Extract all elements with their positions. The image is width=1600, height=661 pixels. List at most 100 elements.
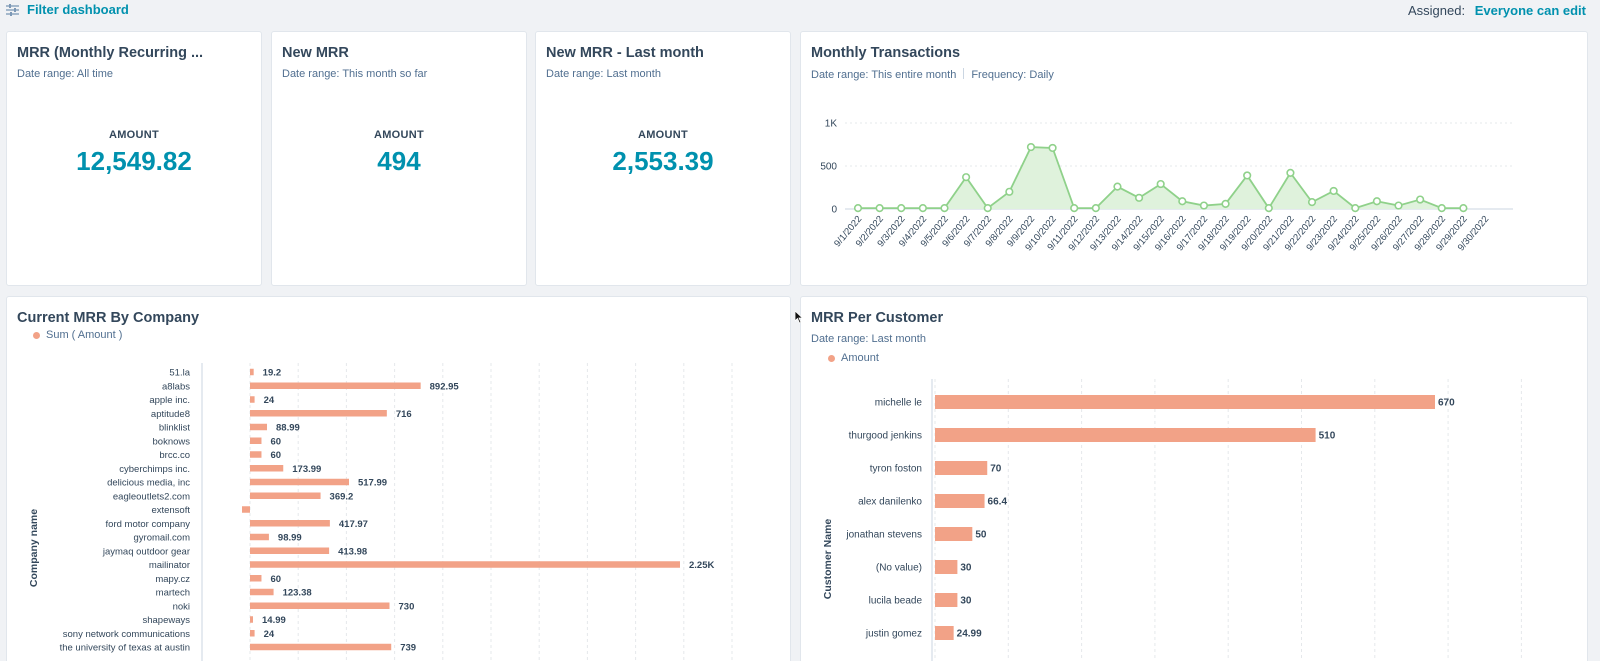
mrr-per-customer-card[interactable]: MRR Per Customer Date range: Last month … <box>800 296 1588 661</box>
value-label: 14.99 <box>262 615 286 626</box>
card-title[interactable]: MRR Per Customer <box>811 310 944 326</box>
bar <box>935 527 973 541</box>
category-label: lucila beade <box>869 596 923 607</box>
category-label: justin gomez <box>865 629 922 640</box>
card-title[interactable]: Monthly Transactions <box>811 45 961 61</box>
data-point <box>1156 179 1165 189</box>
kpi-value: 2,553.39 <box>612 146 714 176</box>
filter-dashboard-label: Filter dashboard <box>27 2 129 17</box>
card-title[interactable]: New MRR <box>282 45 349 61</box>
data-point <box>1394 201 1403 210</box>
data-point <box>1286 168 1295 177</box>
value-label: 510 <box>1319 431 1336 442</box>
data-point <box>1459 204 1468 213</box>
monthly-transactions-card[interactable]: Monthly Transactions Date range: This en… <box>800 31 1588 286</box>
axis-title: Company name <box>28 509 40 587</box>
value-label: 892.95 <box>430 381 460 392</box>
assigned-permission-link[interactable]: Everyone can edit <box>1474 3 1586 18</box>
mrr-by-company-card[interactable]: Current MRR By Company Sum ( Amount ) 51… <box>6 296 791 661</box>
card-title[interactable]: New MRR - Last month <box>546 45 704 61</box>
bar <box>250 547 330 554</box>
data-point <box>1026 142 1036 152</box>
data-point <box>1113 182 1122 191</box>
bar <box>935 593 958 607</box>
value-label: 173.99 <box>292 464 321 475</box>
category-label: eagleoutlets2.com <box>113 491 190 502</box>
area-fill <box>858 147 1464 209</box>
data-point <box>897 204 906 213</box>
value-label: 66.4 <box>988 497 1008 508</box>
bar <box>935 395 1435 409</box>
legend-label: Sum ( Amount ) <box>46 329 123 341</box>
data-point <box>1243 171 1252 180</box>
category-label: a8labs <box>162 381 190 392</box>
category-label: 51.la <box>169 368 190 379</box>
bar <box>242 506 250 513</box>
value-label: 2.25K <box>689 560 714 571</box>
data-point <box>1329 186 1338 196</box>
card-date-range: Date range: This month so far <box>282 68 428 80</box>
kpi-card-mrr[interactable]: MRR (Monthly Recurring ... Date range: A… <box>6 31 262 286</box>
kpi-label: AMOUNT <box>108 129 160 141</box>
value-label: 60 <box>270 436 281 447</box>
category-label: alex danilenko <box>858 497 922 508</box>
card-title[interactable]: Current MRR By Company <box>17 310 200 326</box>
card-date-range: Date range: All time <box>17 68 113 80</box>
value-label: 30 <box>960 563 972 574</box>
bar <box>250 588 274 596</box>
card-title[interactable]: MRR (Monthly Recurring ... <box>17 45 204 61</box>
kpi-card-new-mrr[interactable]: New MRR Date range: This month so far AM… <box>271 31 527 286</box>
y-tick-label: 1K <box>825 119 838 130</box>
value-label: 30 <box>960 596 972 607</box>
value-label: 88.99 <box>276 423 300 434</box>
kpi-value: 494 <box>377 146 421 176</box>
category-label: extensoft <box>151 505 190 516</box>
bar <box>250 478 349 486</box>
category-label: cyberchimps inc. <box>119 464 190 475</box>
value-label: 369.2 <box>330 491 354 502</box>
customer-bar-chart[interactable]: michelle le 670 thurgood jenkins 510 tyron f… <box>801 369 1587 661</box>
data-point <box>940 204 949 213</box>
data-point <box>1351 204 1360 213</box>
data-point <box>875 204 884 213</box>
mouse-cursor-icon <box>795 311 804 324</box>
data-point <box>1264 204 1273 213</box>
bar <box>250 602 390 609</box>
bar <box>250 643 392 651</box>
data-point <box>1221 199 1230 208</box>
bar <box>250 382 421 389</box>
value-label: 70 <box>990 464 1002 475</box>
value-label: 50 <box>975 530 987 541</box>
bar <box>250 410 387 417</box>
assigned-info: Assigned: Everyone can edit <box>1408 3 1586 18</box>
company-bar-chart[interactable]: 51.la 19.2 a8labs 892.95 apple inc. 24 aptitud… <box>7 343 790 661</box>
y-tick-label: 0 <box>831 205 837 216</box>
kpi-label: AMOUNT <box>637 129 689 141</box>
category-label: blinklist <box>159 423 191 434</box>
legend-label: Amount <box>841 352 879 364</box>
category-label: jonathan stevens <box>845 530 922 541</box>
category-label: gyromail.com <box>134 533 191 544</box>
chart-legend[interactable]: Amount <box>828 352 879 364</box>
chart-legend[interactable]: Sum ( Amount ) <box>33 329 122 341</box>
data-point <box>853 204 863 213</box>
data-point <box>983 204 992 213</box>
kpi-card-new-mrr-last-month[interactable]: New MRR - Last month Date range: Last mo… <box>535 31 791 286</box>
value-label: 24.99 <box>957 629 982 640</box>
bar <box>250 616 253 623</box>
category-label: boknows <box>153 436 191 447</box>
value-label: 19.2 <box>263 368 282 379</box>
card-date-range: Date range: Last month <box>546 68 661 80</box>
bar <box>935 461 988 475</box>
transactions-area-chart[interactable]: 05001K9/1/20229/2/20229/3/20229/4/20229/… <box>801 76 1587 286</box>
value-label: 517.99 <box>358 478 387 489</box>
value-label: 413.98 <box>338 546 367 557</box>
bar <box>250 630 255 637</box>
dashboard-toolbar: Filter dashboard Assigned: Everyone can … <box>0 0 1600 22</box>
value-label: 60 <box>270 574 281 585</box>
category-label: jaymaq outdoor gear <box>102 546 190 557</box>
filter-dashboard-button[interactable]: Filter dashboard <box>6 2 129 17</box>
bar <box>250 533 269 541</box>
bar <box>250 451 262 458</box>
card-date-range: Date range: This entire month Frequency: … <box>811 68 1054 81</box>
